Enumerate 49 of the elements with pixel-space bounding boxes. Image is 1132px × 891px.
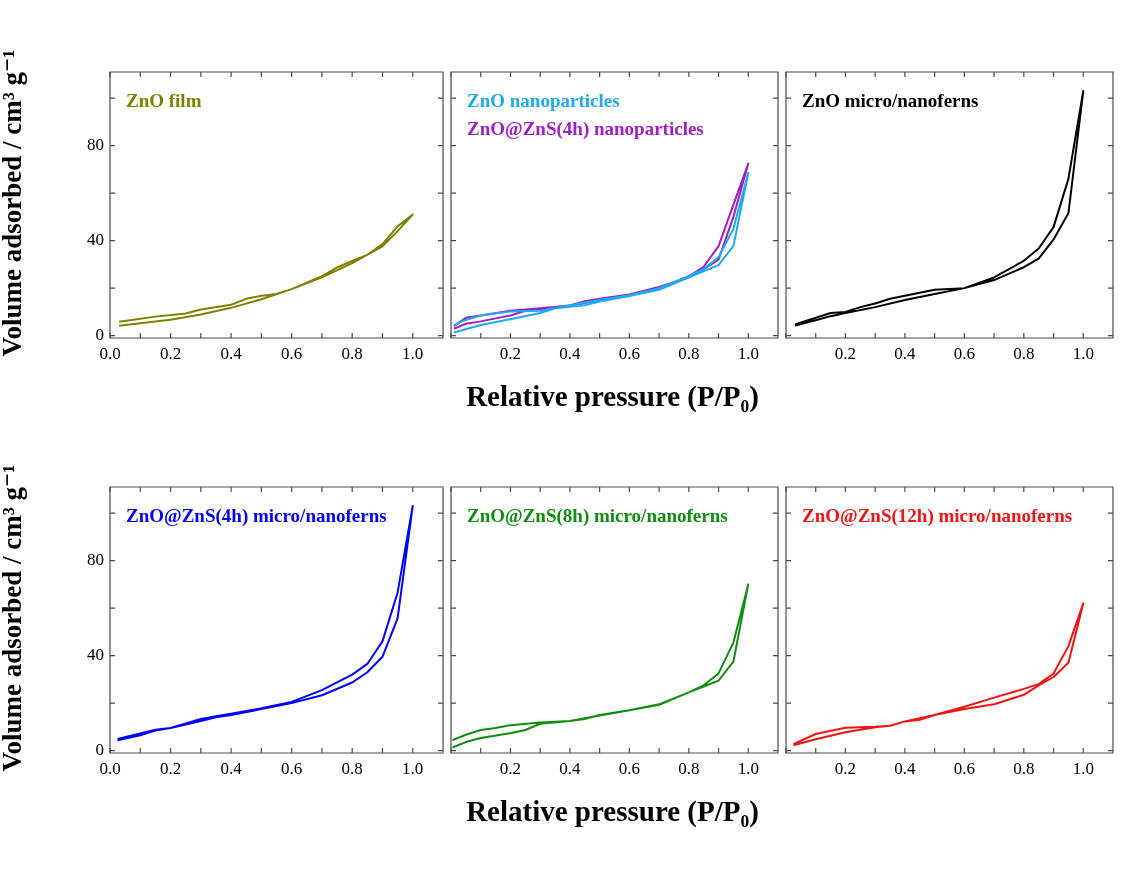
x-tick-label: 0.0 [99,343,121,363]
x-tick-label: 1.0 [737,343,759,363]
text: ZnO@ZnS(8h) micro/nanoferns [467,505,728,527]
x-tick-label: 0.8 [678,343,700,363]
text: ZnO@ZnS(4h) nanoparticles [467,118,704,140]
x-tick-label: 1.0 [1072,343,1094,363]
y-tick-label: 0 [95,740,104,760]
x-tick-label: 0.6 [953,758,975,778]
y-axis-title: Volume adsorbed / cm³ g⁻¹ [0,49,28,357]
x-tick-label: 0.4 [894,758,917,778]
text: ZnO nanoparticles [467,90,620,112]
y-tick-label: 40 [87,645,104,665]
x-tick-label: 1.0 [1072,758,1094,778]
x-tick-label: 0.4 [894,343,917,363]
x-tick-label: 0.2 [834,758,857,778]
x-tick-label: 0.6 [618,343,640,363]
x-tick-label: 0.8 [1013,758,1035,778]
x-tick-label: 1.0 [737,758,759,778]
y-tick-label: 80 [87,135,104,155]
x-tick-label: 0.6 [953,343,975,363]
x-axis-title: Relative pressure (P/P₀) [466,795,759,828]
x-tick-label: 0.4 [220,343,243,363]
x-tick-label: 0.6 [281,758,303,778]
x-tick-label: 0.8 [341,343,363,363]
y-tick-label: 0 [95,325,104,345]
series-label: ZnO@ZnS(4h) micro/nanoferns [126,505,387,527]
text: ZnO micro/nanoferns [802,90,979,112]
x-tick-label: 0.2 [499,343,522,363]
text: ZnO@ZnS(12h) micro/nanoferns [802,505,1073,527]
y-tick-label: 40 [87,230,104,250]
x-tick-label: 1.0 [402,343,424,363]
y-tick-label: 80 [87,550,104,570]
x-tick-label: 0.2 [159,343,182,363]
x-tick-label: 1.0 [402,758,424,778]
x-tick-label: 0.2 [834,343,857,363]
x-tick-label: 0.4 [559,758,582,778]
x-tick-label: 0.8 [1013,343,1035,363]
x-axis-title: Relative pressure (P/P₀) [466,380,759,413]
x-tick-label: 0.8 [678,758,700,778]
y-axis-title: Volume adsorbed / cm³ g⁻¹ [0,464,28,772]
x-tick-label: 0.2 [159,758,182,778]
x-tick-label: 0.4 [559,343,582,363]
x-tick-label: 0.4 [220,758,243,778]
x-tick-label: 0.6 [618,758,640,778]
x-tick-label: 0.6 [281,343,303,363]
x-tick-label: 0.2 [499,758,522,778]
text: ZnO film [126,90,202,112]
x-tick-label: 0.8 [341,758,363,778]
x-tick-label: 0.0 [99,758,121,778]
